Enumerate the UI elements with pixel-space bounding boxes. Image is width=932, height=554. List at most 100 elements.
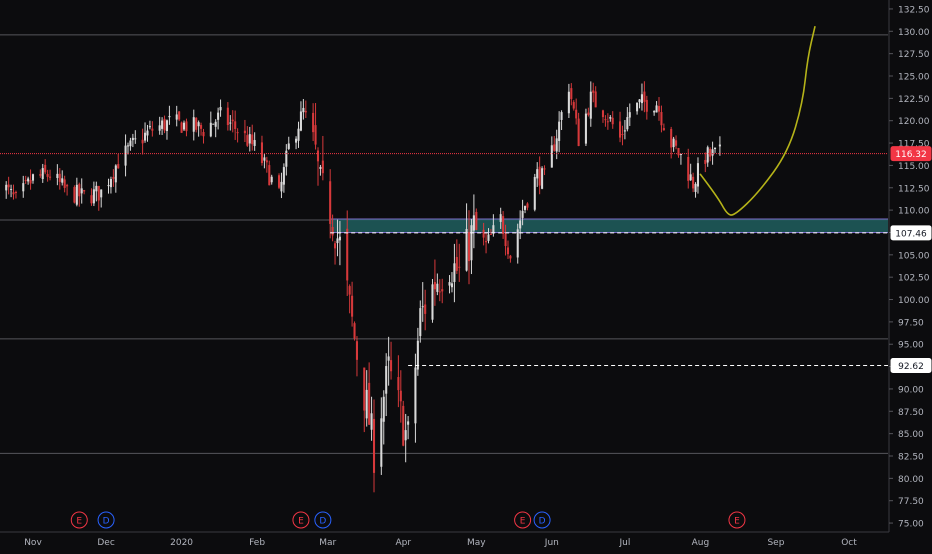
candle[interactable] xyxy=(645,95,648,120)
candle[interactable] xyxy=(448,275,451,294)
candle[interactable] xyxy=(541,166,544,190)
candle[interactable] xyxy=(58,168,61,190)
candle[interactable] xyxy=(433,259,436,306)
candle[interactable] xyxy=(329,169,332,239)
candle[interactable] xyxy=(499,207,502,229)
candle[interactable] xyxy=(687,148,690,189)
candle[interactable] xyxy=(404,413,407,463)
candle[interactable] xyxy=(287,136,290,151)
candle[interactable] xyxy=(424,289,427,331)
candle[interactable] xyxy=(231,110,234,133)
candle[interactable] xyxy=(90,188,93,206)
candle[interactable] xyxy=(56,164,59,186)
candle[interactable] xyxy=(175,105,178,127)
candle[interactable] xyxy=(706,145,709,167)
candle[interactable] xyxy=(246,126,249,147)
candle[interactable] xyxy=(234,110,237,140)
candle[interactable] xyxy=(112,169,115,187)
candle[interactable] xyxy=(414,353,417,443)
candle[interactable] xyxy=(436,273,439,296)
candle[interactable] xyxy=(22,175,25,198)
candle[interactable] xyxy=(704,152,707,173)
candle[interactable] xyxy=(657,97,661,121)
candle[interactable] xyxy=(180,121,183,133)
candle[interactable] xyxy=(643,81,646,113)
candle[interactable] xyxy=(319,164,322,176)
candle[interactable] xyxy=(200,122,203,136)
candle[interactable] xyxy=(268,160,271,186)
candle[interactable] xyxy=(353,321,356,341)
candle[interactable] xyxy=(538,156,541,195)
candle[interactable] xyxy=(83,189,86,195)
candle[interactable] xyxy=(355,336,358,377)
candle[interactable] xyxy=(182,120,186,131)
candle[interactable] xyxy=(653,110,656,116)
candle[interactable] xyxy=(29,169,32,190)
candle[interactable] xyxy=(66,183,69,196)
candle[interactable] xyxy=(95,181,98,202)
candle[interactable] xyxy=(675,135,678,150)
candle[interactable] xyxy=(482,222,485,246)
candle[interactable] xyxy=(92,181,95,207)
candle[interactable] xyxy=(338,220,341,266)
event-marker[interactable]: E xyxy=(292,511,310,529)
candle[interactable] xyxy=(49,169,52,181)
candle[interactable] xyxy=(80,178,83,204)
candle[interactable] xyxy=(628,103,631,126)
candle[interactable] xyxy=(236,128,239,143)
candle[interactable] xyxy=(611,111,614,129)
candle[interactable] xyxy=(202,128,205,144)
candle[interactable] xyxy=(178,111,181,122)
candle[interactable] xyxy=(626,107,629,132)
candle[interactable] xyxy=(44,159,47,175)
candle[interactable] xyxy=(558,111,561,153)
candle[interactable] xyxy=(46,169,49,182)
candle[interactable] xyxy=(185,118,188,137)
candle[interactable] xyxy=(109,176,112,194)
candle[interactable] xyxy=(212,123,215,125)
candle[interactable] xyxy=(577,112,580,147)
candle[interactable] xyxy=(431,278,434,323)
candle[interactable] xyxy=(100,189,103,208)
candle[interactable] xyxy=(151,121,154,137)
candle[interactable] xyxy=(363,367,366,433)
candle[interactable] xyxy=(5,181,8,199)
candle[interactable] xyxy=(282,163,285,193)
candle[interactable] xyxy=(41,163,44,183)
candle[interactable] xyxy=(285,144,288,176)
candle[interactable] xyxy=(131,133,134,148)
event-marker[interactable]: D xyxy=(533,511,551,529)
candle[interactable] xyxy=(453,243,456,303)
candle[interactable] xyxy=(543,165,546,176)
price-label[interactable]: 116.32 xyxy=(890,146,932,162)
candle[interactable] xyxy=(638,99,641,109)
candle[interactable] xyxy=(441,278,444,304)
candle[interactable] xyxy=(78,182,81,207)
candle[interactable] xyxy=(560,110,563,131)
candle[interactable] xyxy=(475,208,478,231)
candle[interactable] xyxy=(694,182,697,198)
candle[interactable] xyxy=(589,81,592,127)
candle[interactable] xyxy=(502,211,505,239)
candle[interactable] xyxy=(365,370,368,427)
candle[interactable] xyxy=(696,157,700,194)
candle[interactable] xyxy=(609,115,612,122)
candle[interactable] xyxy=(521,199,524,226)
candle[interactable] xyxy=(555,129,558,160)
price-label[interactable]: 107.46 xyxy=(890,225,932,241)
candle[interactable] xyxy=(280,172,283,199)
candle[interactable] xyxy=(526,202,529,211)
candle[interactable] xyxy=(372,399,376,493)
candle[interactable] xyxy=(314,103,317,150)
candle[interactable] xyxy=(670,126,673,159)
candle[interactable] xyxy=(390,341,393,380)
candle[interactable] xyxy=(346,210,349,296)
candle[interactable] xyxy=(509,254,512,263)
candle[interactable] xyxy=(168,105,171,125)
candle[interactable] xyxy=(382,390,385,445)
candle[interactable] xyxy=(618,111,622,143)
candle[interactable] xyxy=(370,396,373,441)
candle[interactable] xyxy=(229,115,232,131)
candle[interactable] xyxy=(570,83,573,106)
candle[interactable] xyxy=(129,137,132,151)
